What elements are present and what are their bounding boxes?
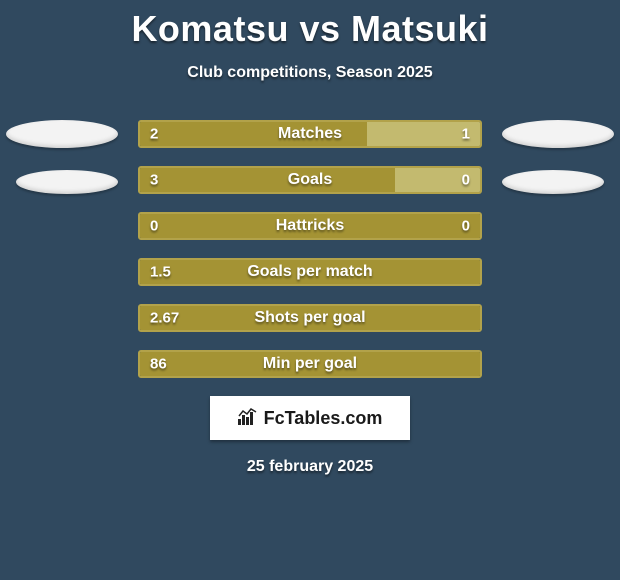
header: Komatsu vs Matsuki Club competitions, Se…	[0, 0, 620, 82]
comparison-rows: 21Matches30Goals00Hattricks1.5Goals per …	[0, 120, 620, 378]
player-left-ellipse-1	[6, 120, 118, 148]
stat-row: 86Min per goal	[138, 350, 482, 378]
stat-left-fill	[140, 168, 395, 192]
stat-row: 1.5Goals per match	[138, 258, 482, 286]
stat-left-value: 86	[150, 356, 167, 373]
player-right-ellipse-2	[502, 170, 604, 194]
stat-left-fill	[140, 122, 367, 146]
stat-left-value: 1.5	[150, 264, 171, 281]
stat-left-value: 2.67	[150, 310, 179, 327]
stat-right-value: 1	[462, 126, 470, 143]
stat-right-value: 0	[462, 218, 470, 235]
date-label: 25 february 2025	[0, 458, 620, 476]
page-subtitle: Club competitions, Season 2025	[0, 64, 620, 82]
stat-left-value: 3	[150, 172, 158, 189]
chart-icon	[238, 407, 260, 430]
stat-right-value: 0	[462, 172, 470, 189]
stat-left-value: 0	[150, 218, 158, 235]
stat-row: 2.67Shots per goal	[138, 304, 482, 332]
stat-row: 30Goals	[138, 166, 482, 194]
stat-row: 21Matches	[138, 120, 482, 148]
stat-row: 00Hattricks	[138, 212, 482, 240]
logo-text: FcTables.com	[238, 407, 383, 430]
stat-left-fill	[140, 352, 480, 376]
page-title: Komatsu vs Matsuki	[0, 8, 620, 50]
logo: FcTables.com	[210, 396, 410, 440]
stat-left-fill	[140, 306, 480, 330]
stat-left-fill	[140, 214, 480, 238]
player-left-ellipse-2	[16, 170, 118, 194]
player-right-ellipse-1	[502, 120, 614, 148]
stat-left-value: 2	[150, 126, 158, 143]
stat-left-fill	[140, 260, 480, 284]
logo-label: FcTables.com	[264, 408, 383, 429]
